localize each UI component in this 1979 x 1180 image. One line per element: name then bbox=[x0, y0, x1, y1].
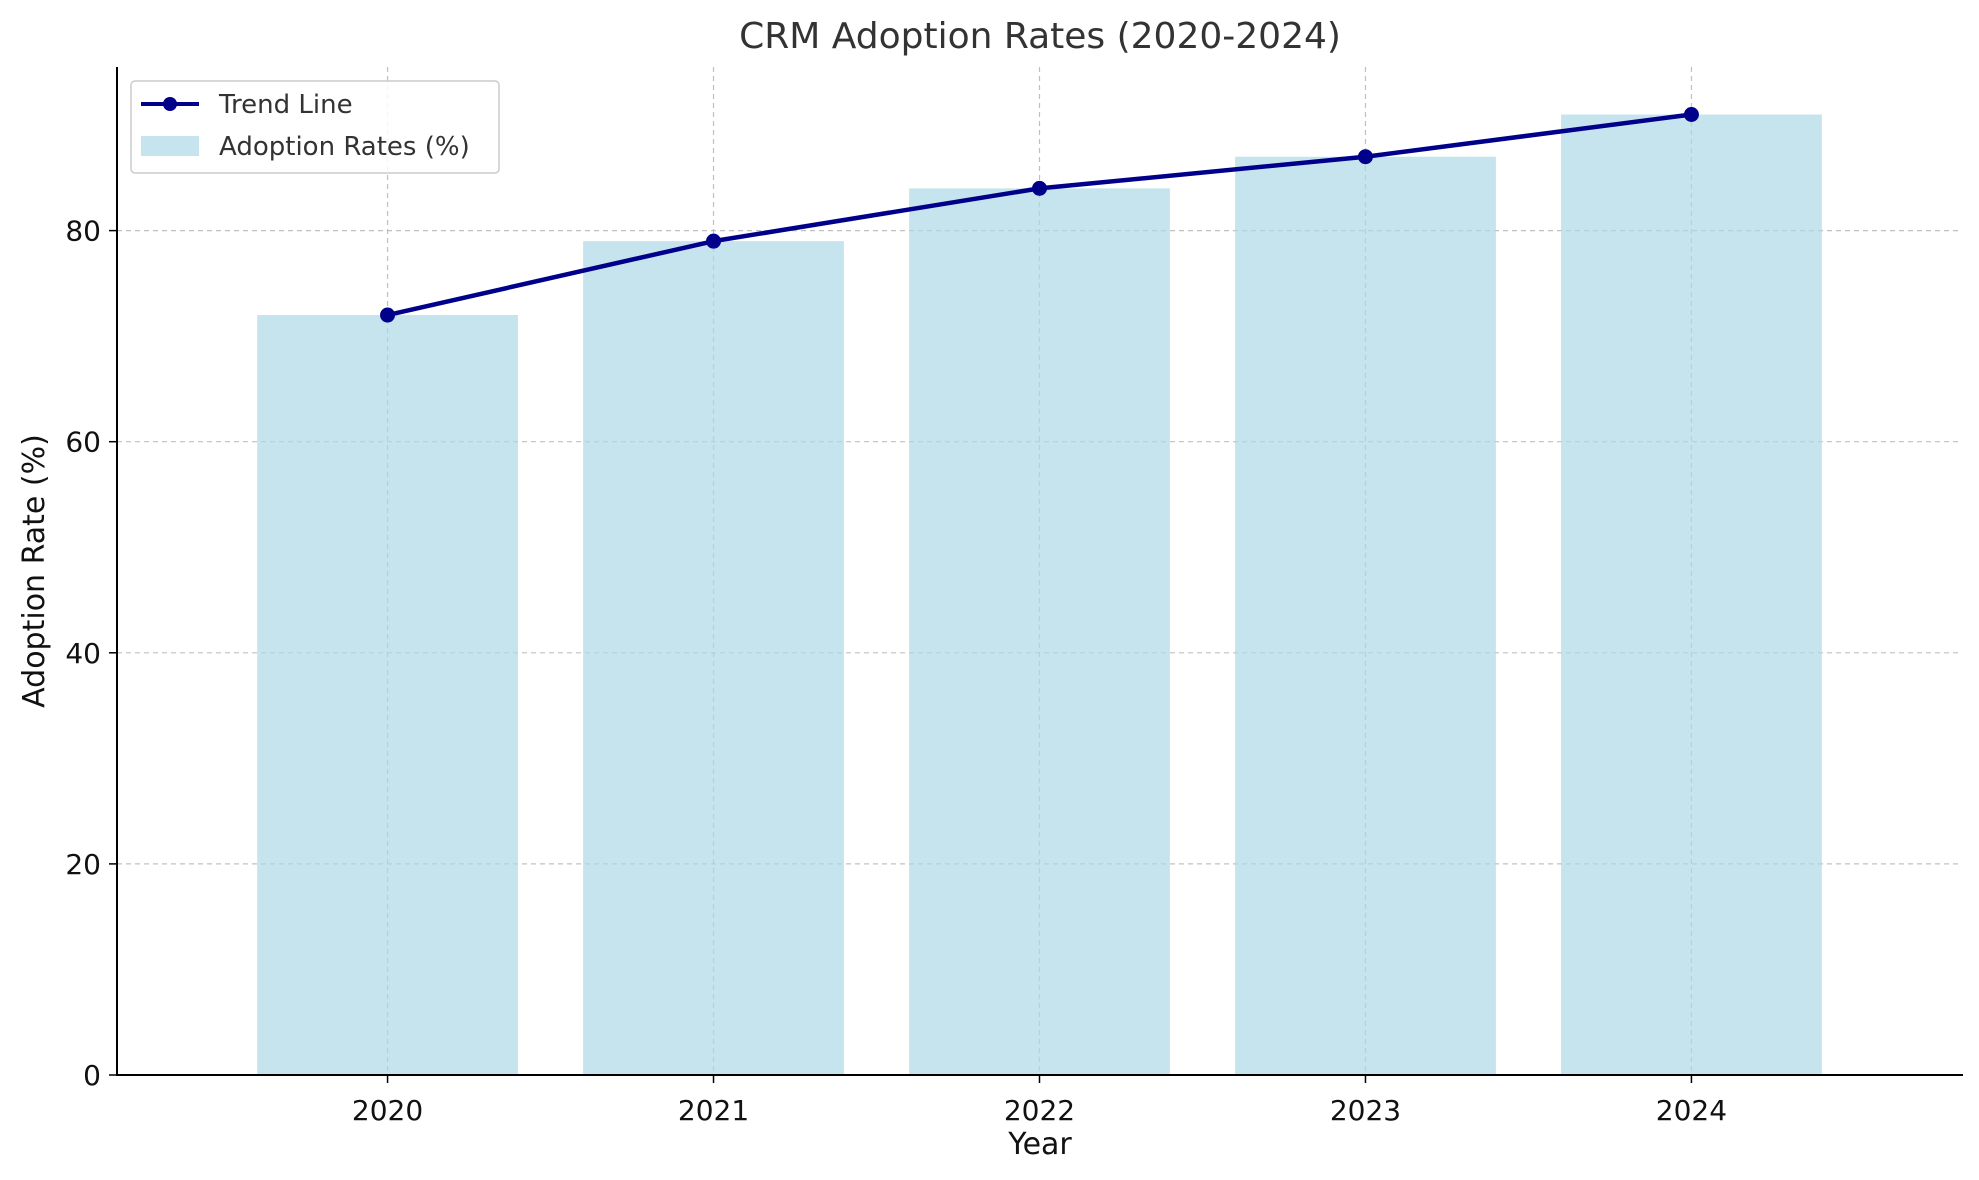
legend-trend-line-marker bbox=[163, 97, 177, 111]
bar bbox=[583, 241, 844, 1075]
trend-line-point bbox=[1032, 180, 1047, 196]
legend-adoption-rates-swatch bbox=[141, 136, 199, 156]
y-tick-label: 60 bbox=[65, 426, 101, 459]
x-tick-label: 2023 bbox=[1330, 1094, 1401, 1127]
bars bbox=[257, 114, 1822, 1076]
trend-line-layer bbox=[380, 106, 1699, 323]
x-tick-label: 2024 bbox=[1656, 1094, 1727, 1127]
bar bbox=[257, 315, 518, 1075]
trend-line-point bbox=[380, 307, 396, 323]
bar bbox=[1561, 114, 1822, 1076]
chart-title: CRM Adoption Rates (2020-2024) bbox=[739, 16, 1341, 57]
legend-frame bbox=[130, 80, 500, 174]
bar bbox=[1235, 156, 1496, 1075]
trend-line-point bbox=[1357, 149, 1373, 165]
legend: Trend Line Adoption Rates (%) bbox=[130, 80, 500, 174]
trend-line-point bbox=[1683, 106, 1699, 122]
trend-line-point bbox=[706, 233, 722, 249]
y-tick-label: 40 bbox=[65, 637, 101, 670]
legend-label-trend-line: Trend Line bbox=[218, 90, 353, 120]
y-tick-label: 20 bbox=[65, 848, 101, 881]
x-tick-label: 2020 bbox=[352, 1094, 423, 1127]
ticks: 0 20 40 60 80 2020 2021 2022 2023 2024 bbox=[65, 215, 1727, 1127]
x-tick-label: 2022 bbox=[1004, 1094, 1075, 1127]
y-tick-label: 0 bbox=[83, 1059, 101, 1092]
bar bbox=[909, 188, 1170, 1075]
legend-label-adoption-rates: Adoption Rates (%) bbox=[219, 132, 470, 162]
x-tick-label: 2021 bbox=[678, 1094, 749, 1127]
x-axis-title: Year bbox=[1007, 1127, 1072, 1162]
y-tick-label: 80 bbox=[65, 215, 101, 248]
y-axis-title: Adoption Rate (%) bbox=[17, 434, 52, 708]
